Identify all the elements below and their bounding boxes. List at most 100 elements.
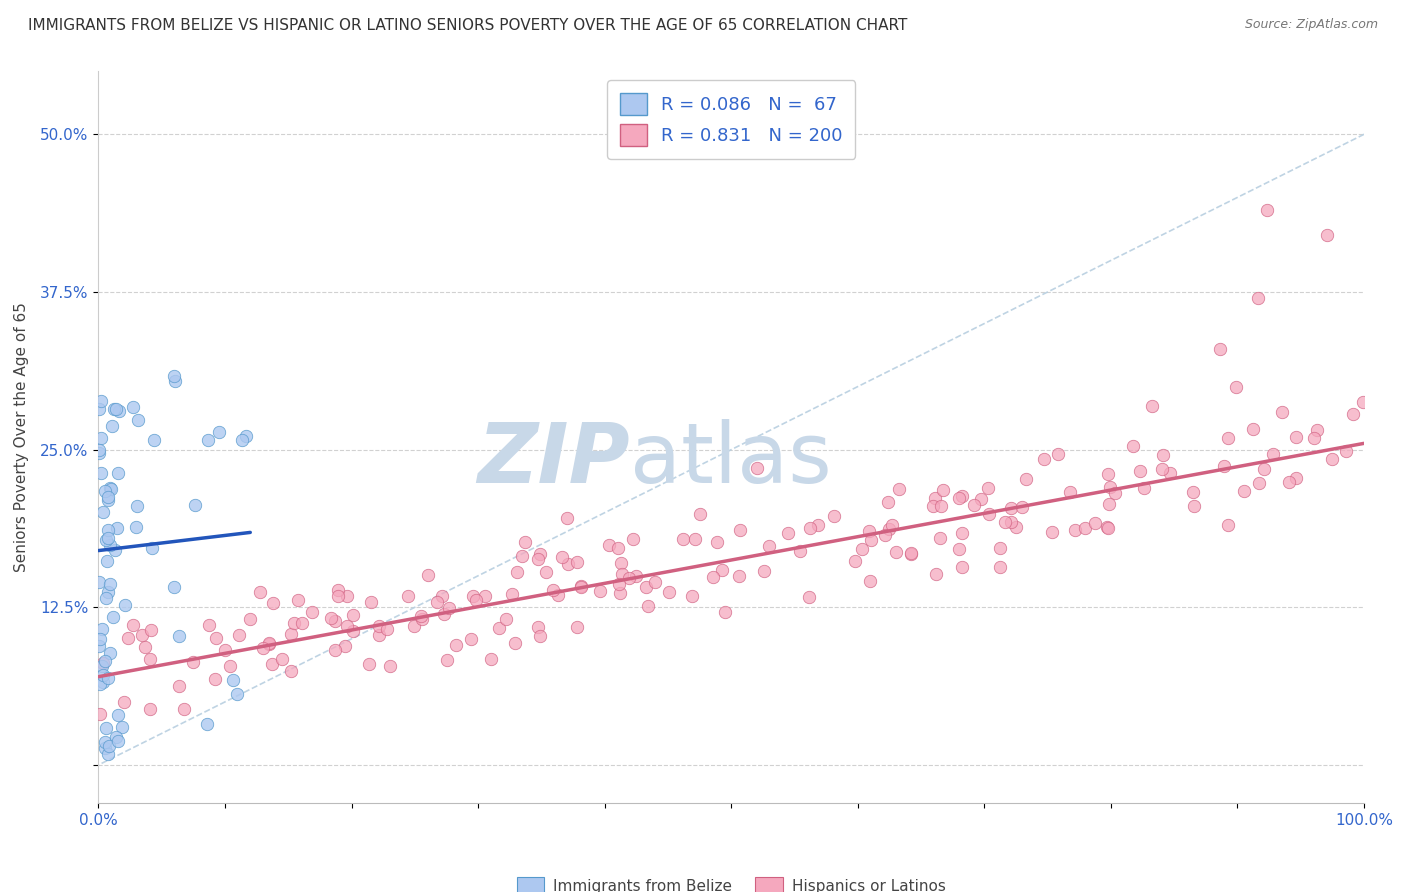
Point [368, 618, 391, 632]
Point [100, 538, 122, 552]
Point [1084, 516, 1107, 530]
Point [107, 708, 129, 723]
Point [323, 643, 346, 657]
Point [672, 533, 695, 547]
Point [877, 522, 900, 536]
Point [219, 659, 242, 673]
Point [173, 702, 195, 716]
Point [89, 677, 111, 691]
Point [1032, 452, 1054, 467]
Point [335, 589, 357, 603]
Point [950, 560, 973, 574]
Point [97, 490, 120, 504]
Text: atlas: atlas [630, 418, 831, 500]
Point [1249, 475, 1271, 490]
Point [262, 596, 284, 610]
Point [589, 584, 612, 599]
Point [1233, 483, 1256, 498]
Point [1213, 459, 1236, 474]
Point [87, 639, 110, 653]
Point [97, 523, 120, 537]
Point [101, 418, 124, 433]
Point [1046, 447, 1069, 461]
Point [90, 622, 112, 636]
Point [204, 672, 226, 686]
Point [1285, 470, 1308, 484]
Point [859, 574, 882, 589]
Point [929, 532, 952, 546]
Point [90, 467, 112, 481]
Point [969, 492, 991, 507]
Point [948, 491, 970, 505]
Point [91, 659, 114, 673]
Point [1152, 449, 1174, 463]
Point [1216, 517, 1239, 532]
Point [226, 687, 249, 701]
Point [396, 589, 419, 603]
Point [124, 520, 146, 534]
Point [1256, 203, 1278, 218]
Point [922, 499, 945, 513]
Point [105, 520, 128, 534]
Point [1285, 430, 1308, 444]
Point [104, 543, 127, 558]
Point [326, 582, 349, 597]
Point [121, 401, 143, 415]
Point [94, 735, 117, 749]
Point [90, 432, 112, 446]
Point [1015, 472, 1038, 486]
Point [745, 460, 768, 475]
Point [789, 544, 811, 558]
Point [1225, 379, 1247, 393]
Point [598, 538, 620, 552]
Point [195, 716, 218, 731]
Point [252, 640, 274, 655]
Point [436, 652, 458, 666]
Point [205, 631, 228, 645]
Point [430, 589, 453, 603]
Point [87, 445, 110, 459]
Point [257, 637, 280, 651]
Point [624, 568, 647, 582]
Point [727, 568, 749, 582]
Point [112, 696, 135, 710]
Point [169, 629, 191, 643]
Point [231, 433, 253, 447]
Point [139, 652, 162, 666]
Point [91, 674, 114, 689]
Point [924, 567, 946, 582]
Point [711, 563, 734, 577]
Point [706, 535, 728, 549]
Point [880, 518, 903, 533]
Point [963, 499, 986, 513]
Point [89, 401, 111, 416]
Point [416, 568, 439, 582]
Point [357, 657, 380, 672]
Point [239, 612, 262, 626]
Point [778, 526, 800, 541]
Point [1005, 519, 1028, 533]
Point [162, 369, 184, 384]
Point [91, 505, 114, 519]
Point [89, 632, 111, 646]
Point [547, 589, 569, 603]
Point [411, 609, 433, 624]
Point [689, 507, 711, 521]
Point [134, 640, 156, 654]
Point [260, 657, 283, 672]
Point [607, 577, 630, 591]
Text: ZIP: ZIP [477, 418, 630, 500]
Point [378, 659, 401, 673]
Point [534, 565, 557, 579]
Point [977, 481, 1000, 495]
Point [851, 542, 873, 557]
Point [569, 580, 592, 594]
Point [1278, 475, 1301, 489]
Point [510, 549, 533, 563]
Point [529, 548, 551, 562]
Point [799, 520, 821, 534]
Point [437, 600, 460, 615]
Point [333, 639, 356, 653]
Point [97, 671, 120, 685]
Point [208, 425, 231, 440]
